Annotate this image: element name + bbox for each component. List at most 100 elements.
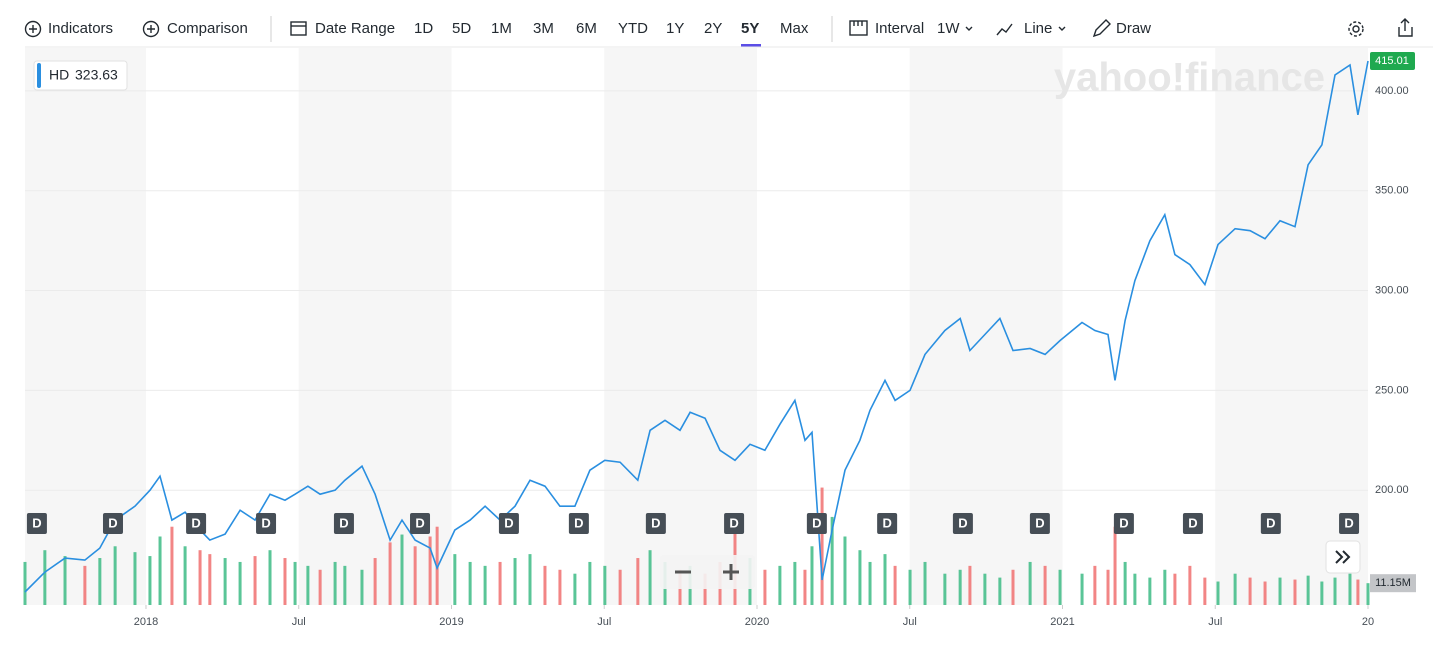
tooltip-box xyxy=(33,60,128,91)
volume-bar xyxy=(820,487,824,605)
share-icon xyxy=(1398,18,1413,37)
dividend-marker[interactable] xyxy=(1029,513,1050,534)
interval-icon xyxy=(853,21,863,26)
range-button[interactable]: 2Y xyxy=(704,20,722,37)
volume-bar xyxy=(63,556,67,605)
range-button[interactable]: 6M xyxy=(576,20,597,37)
plus-icon xyxy=(147,25,155,33)
range-button[interactable]: Max xyxy=(780,20,809,37)
dividend-marker[interactable] xyxy=(1339,513,1360,534)
zoom-in[interactable] xyxy=(723,564,739,580)
volume-bar xyxy=(703,573,707,605)
dividend-marker[interactable] xyxy=(1113,513,1134,534)
volume-bar xyxy=(23,561,27,605)
volume-bar xyxy=(223,558,227,605)
legend-tooltip: HD 323.63 xyxy=(33,60,128,91)
volume-bar xyxy=(1366,583,1370,605)
range-button[interactable]: 1Y xyxy=(666,20,684,37)
dividend-marker[interactable] xyxy=(1182,513,1203,534)
chart-style-button[interactable]: Line xyxy=(1024,20,1052,37)
range-button[interactable]: YTD xyxy=(618,20,648,37)
volume-bar xyxy=(468,561,472,605)
dividend-marker[interactable] xyxy=(952,513,973,534)
volume-bar xyxy=(360,569,364,605)
y-tick-label: 300.00 xyxy=(1375,284,1409,296)
y-tick-label: 350.00 xyxy=(1375,185,1409,197)
volume-bar xyxy=(528,554,532,605)
volume-bar xyxy=(588,561,592,605)
settings-icon xyxy=(1352,25,1360,33)
price-badge-label: 415.01 xyxy=(1375,55,1409,67)
period-band xyxy=(1215,48,1368,605)
volume-bar xyxy=(283,558,287,605)
volume-bar xyxy=(253,556,257,605)
date-range-button[interactable]: Date Range xyxy=(315,20,395,37)
volume-bar xyxy=(883,554,887,605)
volume-bar xyxy=(428,536,432,605)
dividend-label: D xyxy=(574,515,583,530)
toolbar xyxy=(24,16,1413,42)
volume-bar xyxy=(400,534,404,605)
volume-bar xyxy=(923,561,927,605)
caret xyxy=(965,26,1066,31)
period-band xyxy=(298,48,452,605)
comparison-button[interactable]: Comparison xyxy=(167,20,248,37)
tooltip-swatch xyxy=(37,63,41,88)
dividend-marker[interactable] xyxy=(256,513,277,534)
volume-bar xyxy=(778,565,782,605)
scroll-icon[interactable] xyxy=(1335,550,1351,564)
watermark: yahoo!finance xyxy=(1054,56,1325,100)
volume-bar xyxy=(1080,573,1084,605)
draw-icon xyxy=(1092,19,1111,38)
interval-value[interactable]: 1W xyxy=(937,20,960,37)
volume-bar xyxy=(558,569,562,605)
volume-bar xyxy=(1216,581,1220,605)
price-line xyxy=(24,60,1369,593)
volume-badge-label: 11.15M xyxy=(1375,577,1411,589)
dividend-label: D xyxy=(729,515,738,530)
volume-bar xyxy=(1173,573,1177,605)
dividend-marker[interactable] xyxy=(806,513,827,534)
dividend-marker[interactable] xyxy=(1260,513,1281,534)
volume-bar xyxy=(1113,526,1117,605)
dividend-marker[interactable] xyxy=(498,513,519,534)
range-button[interactable]: 1M xyxy=(491,20,512,37)
indicators-button[interactable]: Indicators xyxy=(48,20,113,37)
volume-bar xyxy=(1203,577,1207,605)
legend-symbol: HD xyxy=(49,67,69,83)
volume-bar xyxy=(908,569,912,605)
volume-bar xyxy=(1306,575,1310,605)
volume-bar xyxy=(1093,565,1097,605)
dividend-marker[interactable] xyxy=(877,513,898,534)
volume-bar xyxy=(238,561,242,605)
dividend-marker[interactable] xyxy=(102,513,123,534)
range-button[interactable]: 5D xyxy=(452,20,471,37)
dividend-marker[interactable] xyxy=(724,513,745,534)
dividend-marker[interactable] xyxy=(26,513,47,534)
volume-bar xyxy=(293,561,297,605)
interval-button[interactable]: Interval xyxy=(875,20,924,37)
dividend-marker[interactable] xyxy=(645,513,666,534)
dividend-marker[interactable] xyxy=(568,513,589,534)
volume-bar xyxy=(983,573,987,605)
range-buttons: 1D 5D 1M 3M 6M YTD 1Y 2Y 5Y Max xyxy=(414,20,809,47)
zoom-controls xyxy=(660,555,755,589)
volume-bar xyxy=(1263,581,1267,605)
volume-bar xyxy=(1320,581,1324,605)
draw-button[interactable]: Draw xyxy=(1116,20,1151,37)
range-button[interactable]: 1D xyxy=(414,20,433,37)
volume-bar xyxy=(318,569,322,605)
range-button[interactable]: 5Y xyxy=(741,20,759,37)
period-band xyxy=(909,48,1063,605)
dividend-label: D xyxy=(339,515,348,530)
scroll-button[interactable] xyxy=(1325,540,1361,574)
legend-value: 323.63 xyxy=(75,67,118,83)
x-tick-label: Jul xyxy=(1208,616,1222,628)
dividend-marker[interactable] xyxy=(186,513,207,534)
range-button[interactable]: 3M xyxy=(533,20,554,37)
dividend-marker[interactable] xyxy=(333,513,354,534)
volume-bar xyxy=(198,550,202,605)
volume-bar xyxy=(1148,577,1152,605)
dividend-marker[interactable] xyxy=(410,513,431,534)
